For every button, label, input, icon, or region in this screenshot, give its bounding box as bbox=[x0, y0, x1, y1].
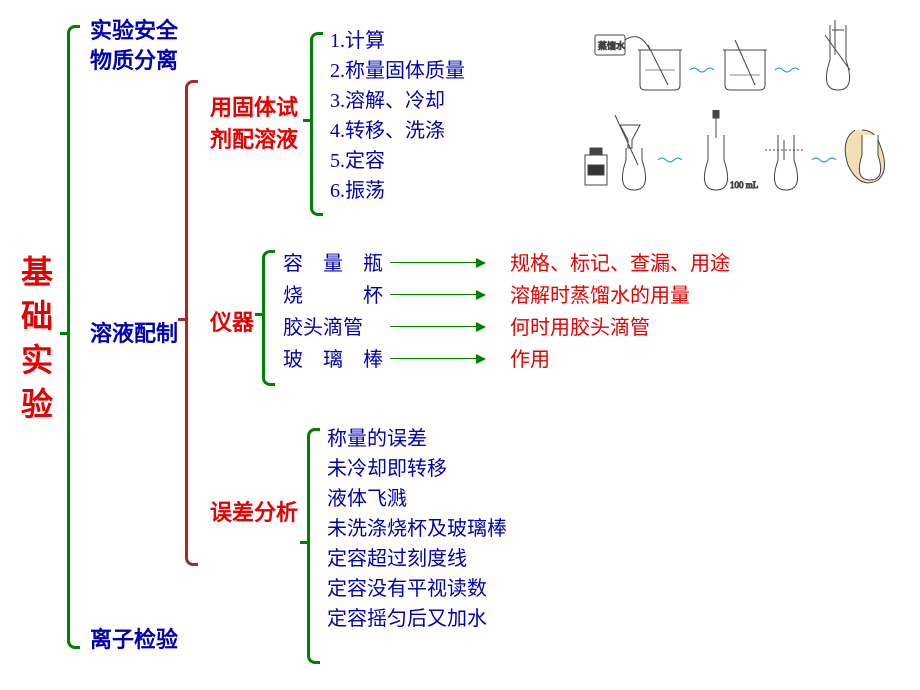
arrow-3 bbox=[390, 326, 485, 327]
instrument-dropper: 胶头滴管 bbox=[283, 312, 383, 344]
desc-dropper: 何时用胶头滴管 bbox=[510, 312, 730, 344]
labware-row2-icon: 100 mL bbox=[580, 110, 910, 205]
instrument-beaker: 烧 杯 bbox=[283, 280, 383, 312]
instruments-list: 容 量 瓶 烧 杯 胶头滴管 玻 璃 棒 bbox=[283, 248, 383, 376]
instrument-desc-list: 规格、标记、查漏、用途 溶解时蒸馏水的用量 何时用胶头滴管 作用 bbox=[510, 248, 730, 376]
error-2: 未冷却即转移 bbox=[327, 454, 507, 484]
bracket-solution bbox=[185, 80, 198, 566]
arrow-4 bbox=[390, 358, 485, 359]
error-4: 未洗涤烧杯及玻璃棒 bbox=[327, 514, 507, 544]
step-2: 2.称量固体质量 bbox=[330, 56, 465, 86]
bracket-errors bbox=[307, 428, 320, 664]
step-3: 3.溶解、冷却 bbox=[330, 86, 465, 116]
bracket-solution-tick bbox=[178, 318, 188, 321]
step-5: 5.定容 bbox=[330, 146, 465, 176]
labware-row1-icon: 蒸馏水 bbox=[580, 15, 910, 105]
bracket-steps bbox=[310, 32, 323, 216]
error-3: 液体飞溅 bbox=[327, 484, 507, 514]
bracket-instruments-tick bbox=[255, 313, 265, 316]
step-6: 6.振荡 bbox=[330, 176, 465, 206]
desc-beaker: 溶解时蒸馏水的用量 bbox=[510, 280, 730, 312]
arrow-2 bbox=[390, 294, 485, 295]
error-6: 定容没有平视读数 bbox=[327, 574, 507, 604]
level1-separation: 物质分离 bbox=[90, 43, 178, 75]
steps-list: 1.计算 2.称量固体质量 3.溶解、冷却 4.转移、洗涤 5.定容 6.振荡 bbox=[330, 26, 465, 206]
volume-label: 100 mL bbox=[730, 180, 758, 190]
level2-solid-reagent: 用固体试剂配溶液 bbox=[210, 90, 310, 154]
labware-illustration: 蒸馏水 bbox=[580, 15, 910, 205]
arrow-1 bbox=[390, 262, 485, 263]
bracket-instruments bbox=[262, 250, 275, 386]
level2-error-analysis: 误差分析 bbox=[210, 495, 298, 527]
desc-flask: 规格、标记、查漏、用途 bbox=[510, 248, 730, 280]
errors-list: 称量的误差 未冷却即转移 液体飞溅 未洗涤烧杯及玻璃棒 定容超过刻度线 定容没有… bbox=[327, 424, 507, 634]
step-1: 1.计算 bbox=[330, 26, 465, 56]
bracket-root bbox=[67, 25, 80, 649]
desc-rod: 作用 bbox=[510, 344, 730, 376]
water-label: 蒸馏水 bbox=[598, 40, 625, 51]
level1-solution-prep: 溶液配制 bbox=[90, 316, 178, 348]
level1-safety: 实验安全 bbox=[90, 13, 178, 45]
instrument-glass-rod: 玻 璃 棒 bbox=[283, 344, 383, 376]
bracket-errors-tick bbox=[300, 541, 310, 544]
error-7: 定容摇匀后又加水 bbox=[327, 604, 507, 634]
level1-ion-test: 离子检验 bbox=[90, 622, 178, 654]
instrument-flask: 容 量 瓶 bbox=[283, 248, 383, 280]
root-title: 基础实验 bbox=[12, 255, 58, 431]
error-5: 定容超过刻度线 bbox=[327, 544, 507, 574]
error-1: 称量的误差 bbox=[327, 424, 507, 454]
step-4: 4.转移、洗涤 bbox=[330, 116, 465, 146]
level2-instruments: 仪器 bbox=[210, 305, 254, 337]
bracket-root-tick bbox=[60, 332, 70, 335]
bracket-steps-tick bbox=[303, 119, 313, 122]
